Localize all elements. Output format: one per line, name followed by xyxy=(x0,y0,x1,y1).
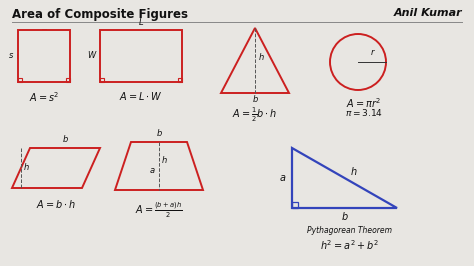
Text: W: W xyxy=(87,52,95,60)
Text: b: b xyxy=(156,129,162,138)
Text: $A = s^2$: $A = s^2$ xyxy=(29,90,59,104)
Text: L: L xyxy=(139,18,143,27)
Text: $\pi = 3.14$: $\pi = 3.14$ xyxy=(345,107,383,118)
Text: a: a xyxy=(280,173,286,183)
Text: Area of Composite Figures: Area of Composite Figures xyxy=(12,8,188,21)
Text: h: h xyxy=(162,156,167,165)
Text: a: a xyxy=(150,166,155,175)
Text: Pythagorean Theorem: Pythagorean Theorem xyxy=(307,226,392,235)
Text: s: s xyxy=(9,52,13,60)
Text: Anil Kumar: Anil Kumar xyxy=(393,8,462,18)
Text: r: r xyxy=(370,48,374,57)
Text: h: h xyxy=(259,53,264,62)
Text: h: h xyxy=(350,167,356,177)
Text: $h^2 = a^2 + b^2$: $h^2 = a^2 + b^2$ xyxy=(320,238,379,252)
Text: b: b xyxy=(62,135,68,144)
Text: $A = b \cdot h$: $A = b \cdot h$ xyxy=(36,198,76,210)
Text: h: h xyxy=(24,164,29,172)
Text: $A = L \cdot W$: $A = L \cdot W$ xyxy=(119,90,163,102)
Text: $A = \frac{1}{2} b \cdot h$: $A = \frac{1}{2} b \cdot h$ xyxy=(232,106,278,124)
Text: b: b xyxy=(341,212,347,222)
Text: $A = \frac{(b+a)h}{2}$: $A = \frac{(b+a)h}{2}$ xyxy=(135,200,183,220)
Text: b: b xyxy=(252,95,258,104)
Text: $A = \pi r^2$: $A = \pi r^2$ xyxy=(346,96,382,110)
